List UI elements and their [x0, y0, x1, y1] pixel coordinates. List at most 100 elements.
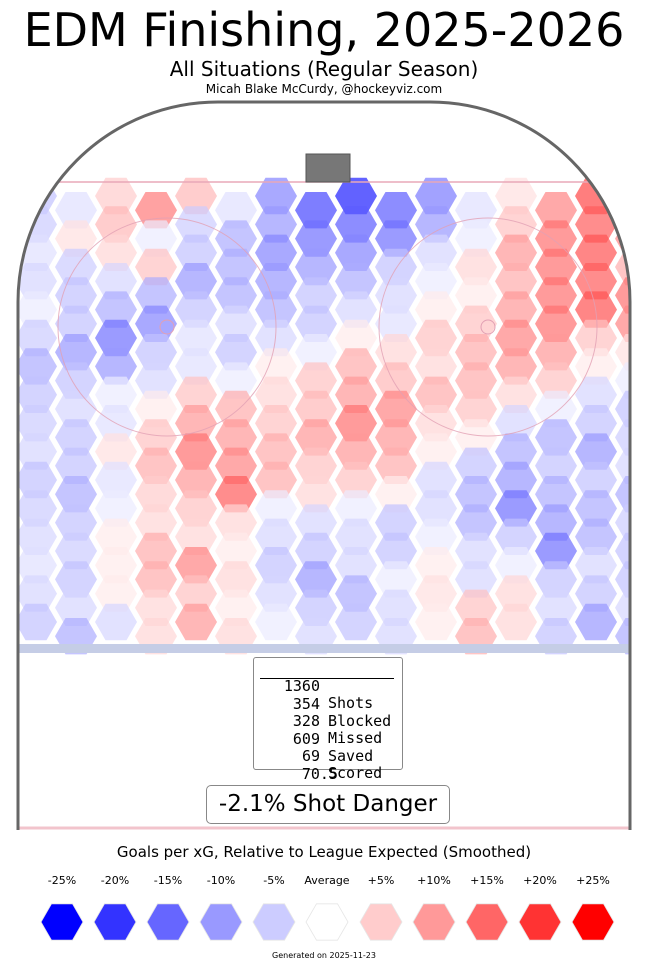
heatmap-hex [415, 603, 457, 641]
heatmap-hex [615, 447, 630, 484]
author-credit: Micah Blake McCurdy, @hockeyviz.com [205, 82, 443, 96]
heatmap-hex [295, 334, 337, 371]
legend-title: Goals per xG, Relative to League Expecte… [116, 843, 532, 861]
heatmap-hex [135, 220, 177, 257]
heatmap-hex [95, 234, 137, 271]
heatmap-hex [575, 575, 617, 612]
heatmap-hex [135, 334, 177, 371]
heatmap-hex [495, 319, 537, 357]
heatmap-hex [495, 348, 537, 385]
heatmap-hex [335, 177, 377, 215]
stat-row-shots: 1360 Shots [254, 661, 402, 712]
heatmap-hex [175, 348, 217, 385]
heatmap-hex [535, 504, 577, 541]
stat-label: Scored [328, 764, 383, 782]
heatmap-hex [18, 547, 57, 584]
heatmap-hex [455, 532, 497, 570]
heatmap-hex [255, 206, 297, 243]
heatmap-hex [95, 291, 137, 328]
heatmap-hex [255, 575, 297, 612]
stat-label: Saved [328, 747, 374, 765]
heatmap-hex [135, 248, 177, 286]
heatmap-hex [95, 319, 137, 357]
legend-label: +10% [417, 874, 451, 887]
heatmap-hex [535, 192, 577, 229]
legend-item: +20% [514, 874, 566, 942]
heatmap-hex [175, 518, 217, 555]
stat-row-saved: 609 Saved [254, 714, 402, 765]
heatmap-hex [295, 248, 337, 286]
heatmap-hex [295, 532, 337, 570]
heatmap-hex [375, 504, 417, 541]
legend-item: -20% [89, 874, 141, 942]
legend-swatch-hex [40, 903, 84, 941]
heatmap-hex [455, 476, 497, 513]
heatmap-hex [615, 192, 630, 229]
heatmap-hex [535, 419, 577, 456]
heatmap-hex [495, 405, 537, 442]
heatmap-hex [18, 575, 57, 612]
heatmap-hex [95, 376, 137, 413]
heatmap-hex [535, 390, 577, 428]
heatmap-hex [575, 518, 617, 555]
legend-item: +15% [461, 874, 513, 942]
heatmap-hex [495, 490, 537, 527]
heatmap-hex [255, 461, 297, 499]
legend-swatch-hex [412, 903, 456, 941]
heatmap-hex [535, 532, 577, 570]
heatmap-hex [615, 476, 630, 513]
heatmap-hex [18, 319, 57, 357]
heatmap-hex [175, 319, 217, 357]
heatmap-hex [375, 305, 417, 342]
heatmap-hex [175, 263, 217, 300]
heatmap-hex [455, 192, 497, 229]
heatmap-hex [175, 405, 217, 442]
heatmap-hex [135, 305, 177, 342]
heatmap-hex [175, 433, 217, 470]
heatmap-hex [95, 603, 137, 641]
heatmap-hex [215, 419, 257, 456]
heatmap-hex [615, 589, 630, 626]
stat-value: 69 [301, 747, 320, 765]
heatmap-hex [335, 291, 377, 328]
legend-label: +5% [367, 874, 395, 887]
heatmap-hex [615, 532, 630, 570]
heatmap-hex [495, 433, 537, 470]
legend-swatch-hex [252, 903, 296, 941]
heatmap-hex [615, 390, 630, 428]
heatmap-hex [615, 305, 630, 342]
heatmap-hex [575, 547, 617, 584]
stat-label: Missed [328, 729, 383, 747]
legend-swatch-hex [93, 903, 137, 941]
heatmap-hex [18, 490, 57, 527]
stat-label: Shots [328, 694, 374, 712]
heatmap-hex [215, 305, 257, 342]
stat-value: 328 [292, 712, 320, 730]
heatmap-hex [415, 348, 457, 385]
heatmap-hex [375, 248, 417, 286]
heatmap-hex [95, 461, 137, 499]
heatmap-hex [375, 589, 417, 626]
heatmap-hex [495, 263, 537, 300]
legend-swatch-hex [571, 903, 615, 941]
legend-item: +25% [567, 874, 619, 942]
heatmap-hex [295, 220, 337, 257]
heatmap-hex [295, 447, 337, 484]
heatmap-hex [55, 334, 97, 371]
stat-row-blocked: 354 Blocked [254, 679, 402, 730]
heatmap-hex [255, 433, 297, 470]
shot-stats-box: 1360 Shots 354 Blocked 328 Missed 609 Sa… [253, 657, 403, 800]
heatmap-hex [615, 277, 630, 314]
heatmap-hex [575, 376, 617, 413]
legend-item: -10% [195, 874, 247, 942]
heatmap-hex [375, 277, 417, 314]
right-faceoff-circle [378, 217, 598, 437]
heatmap-hex [615, 561, 630, 598]
heatmap-hex [215, 532, 257, 570]
heatmap-hex [535, 476, 577, 513]
heatmap-hex [18, 461, 57, 499]
heatmap-hex [535, 248, 577, 286]
stat-label: Blocked [328, 712, 392, 730]
legend-label: +25% [576, 874, 610, 887]
heatmap-hex [55, 362, 97, 399]
